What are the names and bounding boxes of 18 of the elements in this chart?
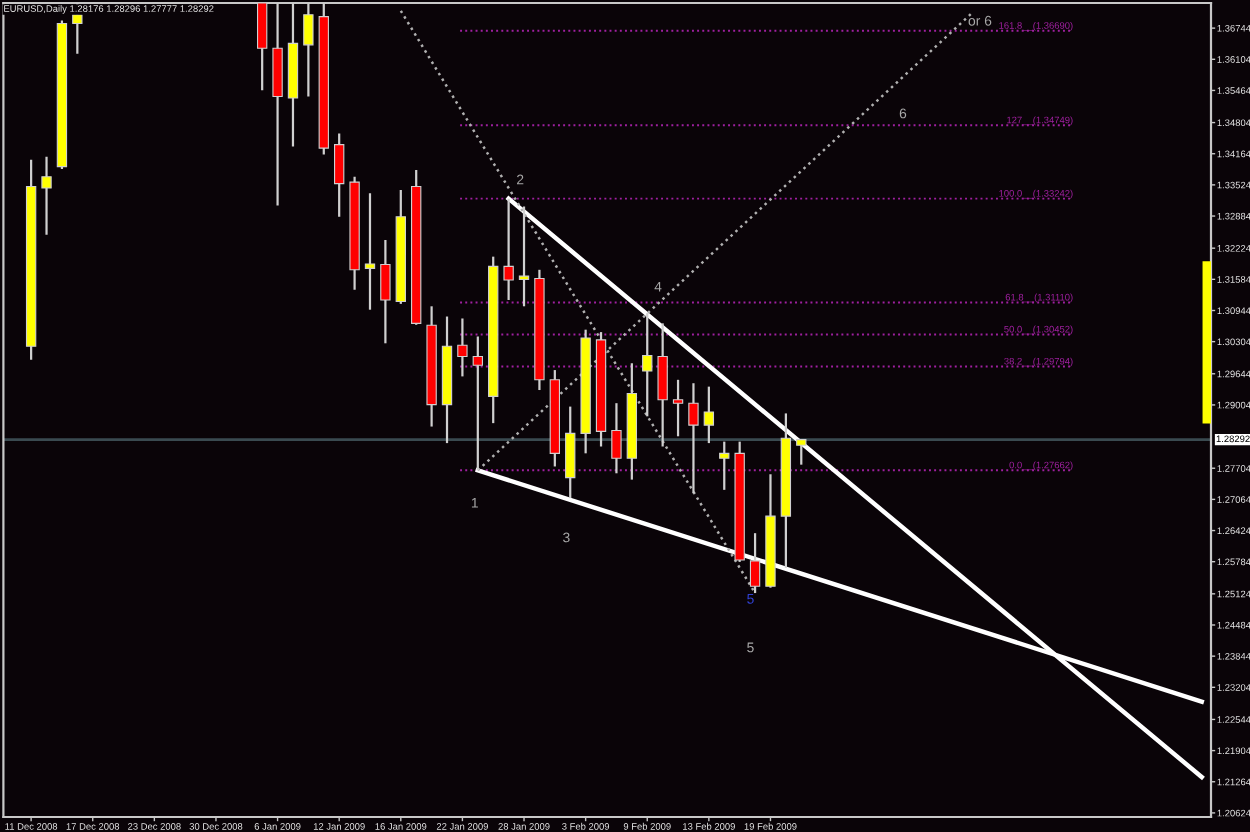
candlestick (334, 132, 345, 218)
candlestick (380, 238, 391, 345)
candlestick (41, 155, 52, 236)
candlestick (565, 405, 576, 500)
candlestick (642, 312, 653, 418)
candlestick (749, 532, 761, 595)
candlestick (611, 402, 622, 475)
candlestick (503, 197, 514, 302)
candlestick (518, 205, 530, 308)
candlestick (657, 322, 668, 448)
candlestick (457, 317, 468, 378)
candlestick (364, 192, 376, 311)
candlestick (672, 378, 684, 438)
candlestick (719, 440, 730, 491)
candlestick (703, 385, 715, 445)
candlestick (688, 382, 699, 495)
candlestick (796, 438, 807, 466)
candlestick (472, 335, 483, 472)
